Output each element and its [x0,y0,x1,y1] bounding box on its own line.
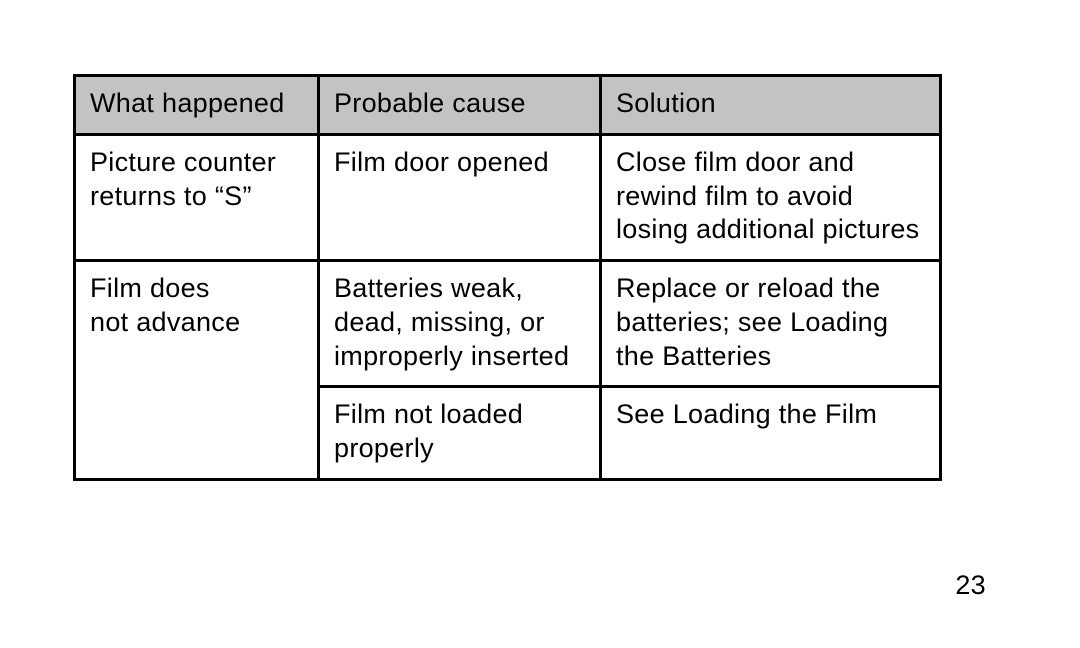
col-header-what: What happened [75,76,319,135]
cell-solution: Replace or reload the batteries; see Loa… [601,261,941,387]
troubleshooting-table: What happened Probable cause Solution Pi… [73,74,942,481]
table-header-row: What happened Probable cause Solution [75,76,941,135]
col-header-solution: Solution [601,76,941,135]
cell-solution: Close film door and rewind film to avoid… [601,134,941,260]
table-row: Picture counter returns to “S” Film door… [75,134,941,260]
cell-cause: Batteries weak, dead, missing, or improp… [319,261,601,387]
cell-what: Film does not advance [75,261,319,480]
col-header-cause: Probable cause [319,76,601,135]
cell-cause: Film door opened [319,134,601,260]
cell-what: Picture counter returns to “S” [75,134,319,260]
page-number: 23 [955,570,986,601]
cell-solution: See Loading the Film [601,387,941,480]
manual-page: What happened Probable cause Solution Pi… [0,0,1080,648]
table-row: Film does not advance Batteries weak, de… [75,261,941,387]
cell-cause: Film not loaded properly [319,387,601,480]
